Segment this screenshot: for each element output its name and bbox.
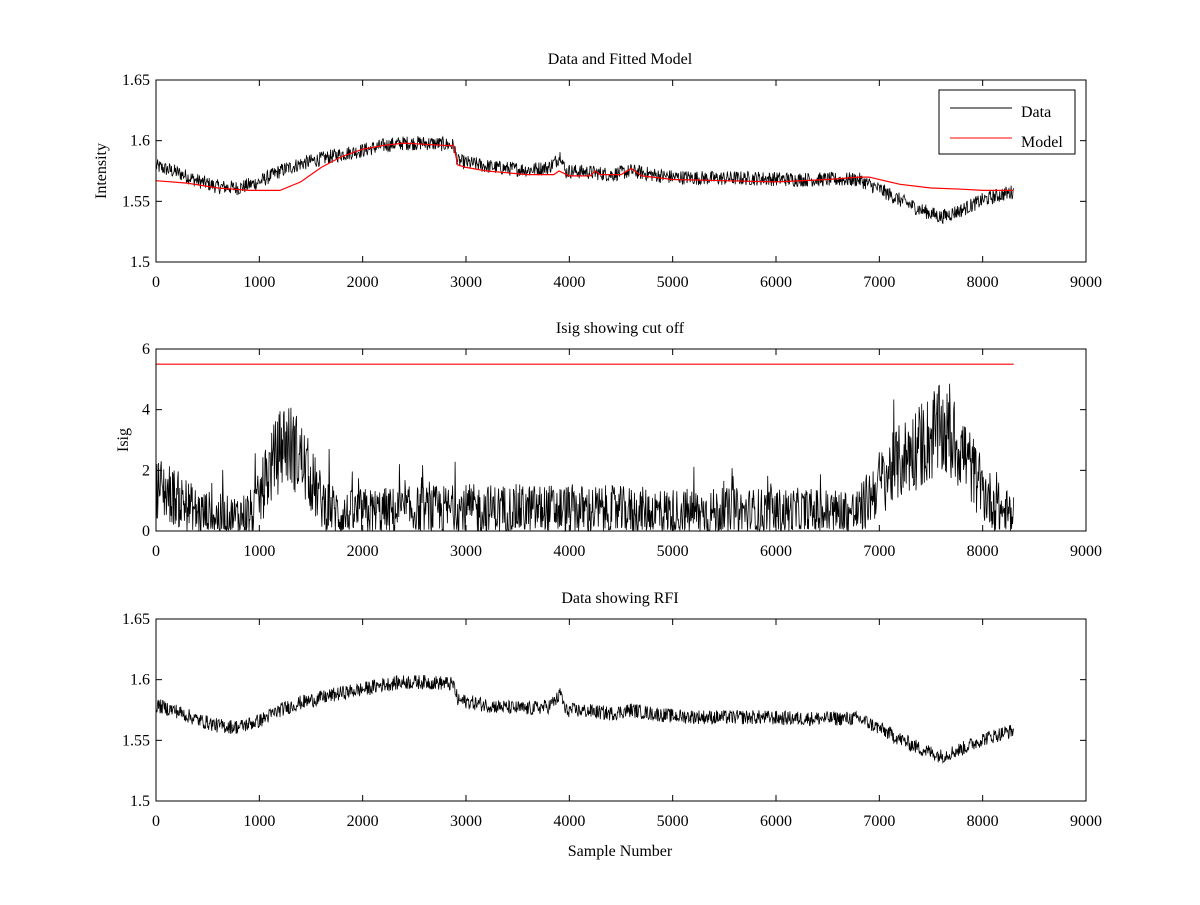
panel-1-series [155, 135, 1015, 224]
x-tick-label: 8000 [967, 543, 999, 560]
x-tick-label: 8000 [967, 813, 999, 830]
y-tick-label: 1.5 [130, 793, 150, 810]
panel-3-series [155, 675, 1015, 765]
panel-1-ylabel: Intensity [93, 143, 110, 199]
y-tick-label: 1.55 [122, 732, 150, 749]
series-line-black [155, 675, 1015, 765]
legend-model-label: Model [1021, 134, 1063, 151]
x-tick-label: 3000 [450, 543, 482, 560]
x-tick-label: 5000 [657, 274, 689, 291]
x-tick-label: 4000 [553, 274, 585, 291]
x-tick-label: 1000 [243, 813, 275, 830]
panel-2-series [155, 363, 1015, 533]
x-tick-label: 9000 [1070, 813, 1102, 830]
legend-data-label: Data [1021, 104, 1051, 121]
y-tick-label: 1.6 [130, 672, 150, 689]
x-tick-label: 7000 [863, 274, 895, 291]
x-tick-label: 4000 [553, 813, 585, 830]
y-tick-label: 1.65 [122, 72, 150, 89]
x-tick-label: 4000 [553, 543, 585, 560]
x-tick-label: 1000 [243, 274, 275, 291]
panel-data-and-model: Data and Fitted Model Intensity 0 1000 200… [93, 51, 1102, 291]
y-tick-label: 4 [142, 402, 150, 419]
panel-3-ticks: 0 1000 2000 3000 4000 5000 6000 7000 8000 9000 1.5… [122, 611, 1102, 830]
panel-1-legend: Data Model [938, 89, 1076, 155]
series-line-black [155, 135, 1015, 224]
panel-2-ylabel: Isig [115, 428, 132, 452]
x-tick-label: 3000 [450, 274, 482, 291]
x-tick-label: 9000 [1070, 543, 1102, 560]
y-tick-label: 6 [142, 341, 150, 358]
legend-box [938, 89, 1076, 155]
panel-1-axes-frame [155, 79, 1087, 263]
panel-3-axes-frame [155, 618, 1087, 802]
y-tick-label: 1.55 [122, 193, 150, 210]
x-tick-label: 7000 [863, 543, 895, 560]
x-tick-label: 6000 [760, 813, 792, 830]
panel-3-xlabel: Sample Number [568, 843, 673, 860]
x-tick-label: 7000 [863, 813, 895, 830]
series-line-black [155, 383, 1015, 533]
x-tick-label: 2000 [347, 543, 379, 560]
x-tick-label: 1000 [243, 543, 275, 560]
y-tick-label: 1.6 [130, 133, 150, 150]
panel-1-ticks: 0 1000 2000 3000 4000 5000 6000 7000 8000 9000 1.5… [122, 72, 1102, 291]
y-tick-label: 2 [142, 462, 150, 479]
series-line-red [155, 142, 1014, 191]
panel-isig: Isig showing cut off Isig 0 1000 2000 3000 4… [115, 320, 1102, 560]
x-tick-label: 5000 [657, 813, 689, 830]
x-tick-label: 0 [152, 813, 160, 830]
x-tick-label: 0 [152, 274, 160, 291]
y-tick-label: 1.5 [130, 254, 150, 271]
x-tick-label: 6000 [760, 543, 792, 560]
panel-2-title: Isig showing cut off [556, 320, 685, 337]
y-tick-label: 0 [142, 523, 150, 540]
x-tick-label: 0 [152, 543, 160, 560]
y-tick-label: 1.65 [122, 611, 150, 628]
x-tick-label: 9000 [1070, 274, 1102, 291]
panel-2-ticks: 0 1000 2000 3000 4000 5000 6000 7000 8000 9000 0 2 4… [142, 341, 1102, 560]
panel-data-rfi: Data showing RFI 0 1000 2000 3000 4000 5000 60… [122, 590, 1102, 860]
x-tick-label: 6000 [760, 274, 792, 291]
panel-1-title: Data and Fitted Model [548, 51, 693, 68]
x-tick-label: 2000 [347, 274, 379, 291]
panel-2-axes-frame [155, 348, 1087, 532]
panel-3-title: Data showing RFI [561, 590, 678, 607]
x-tick-label: 5000 [657, 543, 689, 560]
x-tick-label: 2000 [347, 813, 379, 830]
x-tick-label: 8000 [967, 274, 999, 291]
x-tick-label: 3000 [450, 813, 482, 830]
